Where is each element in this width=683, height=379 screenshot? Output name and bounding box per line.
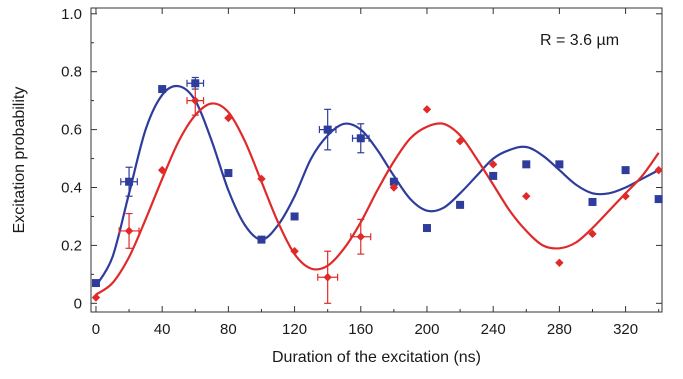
data-point-diamond — [488, 160, 498, 169]
axes: 0 40 80 120 160 200 240 280 320 0 0.2 0.4 0.6 0.8 1.0 — [61, 6, 663, 338]
fit-curve-2 — [95, 102, 660, 296]
data-point-diamond — [157, 165, 167, 175]
data-point-diamond — [654, 165, 663, 175]
data-point-square — [588, 197, 597, 206]
data-point-square — [621, 166, 630, 175]
data-point-diamond — [522, 191, 531, 201]
data-point-square — [356, 134, 365, 143]
data-point-square — [489, 171, 498, 180]
x-tick-label: 80 — [220, 321, 237, 338]
data-point-diamond — [455, 136, 465, 146]
data-point-diamond — [323, 273, 332, 282]
data-point-square — [224, 169, 233, 178]
data-point-square — [456, 200, 465, 209]
data-point-square — [158, 85, 167, 94]
data-point-diamond — [191, 96, 200, 105]
data-point-diamond — [91, 293, 101, 302]
x-tick-label: 320 — [613, 321, 638, 338]
y-tick-label: 0 — [74, 295, 82, 312]
data-point-square — [389, 177, 398, 186]
y-tick-label: 0.4 — [61, 180, 82, 197]
x-tick-label: 120 — [282, 321, 307, 338]
data-point-diamond — [290, 247, 299, 256]
data-point-diamond — [588, 229, 597, 239]
data-point-square — [257, 235, 266, 244]
y-tick-label: 0.2 — [61, 237, 82, 254]
data-point-square — [422, 224, 431, 233]
data-point-diamond — [621, 191, 630, 201]
radius-annotation: R = 3.6 µm — [540, 32, 619, 49]
x-tick-label: 240 — [481, 321, 506, 338]
x-axis-title: Duration of the excitation (ns) — [272, 349, 481, 366]
y-tick-label: 1.0 — [61, 6, 82, 23]
x-tick-label: 280 — [547, 321, 572, 338]
data-point-diamond — [422, 105, 432, 114]
data-point-square — [191, 79, 200, 88]
plot-frame — [90, 7, 663, 313]
y-axis-title: Excitation probability — [11, 87, 28, 234]
y-tick-label: 0.8 — [61, 64, 82, 81]
x-tick-label: 40 — [154, 321, 171, 338]
fit-curves — [95, 84, 660, 296]
x-tick-label: 0 — [92, 321, 100, 338]
data-point-diamond — [224, 113, 233, 123]
fit-curve-1 — [95, 84, 660, 287]
data-point-square — [91, 279, 100, 288]
data-point-diamond — [389, 183, 399, 192]
data-point-square — [654, 195, 663, 204]
data-point-diamond — [124, 226, 134, 236]
data-point-square — [323, 125, 332, 134]
data-point-square — [125, 177, 134, 186]
data-point-diamond — [257, 174, 266, 184]
data-point-square — [522, 160, 531, 169]
x-tick-label: 160 — [348, 321, 373, 338]
data-point-square — [290, 212, 299, 221]
data-point-diamond — [356, 232, 365, 241]
data-markers — [91, 79, 663, 302]
y-tick-label: 0.6 — [61, 122, 82, 139]
data-point-square — [555, 160, 564, 169]
data-point-diamond — [555, 258, 564, 267]
x-tick-label: 200 — [414, 321, 439, 338]
